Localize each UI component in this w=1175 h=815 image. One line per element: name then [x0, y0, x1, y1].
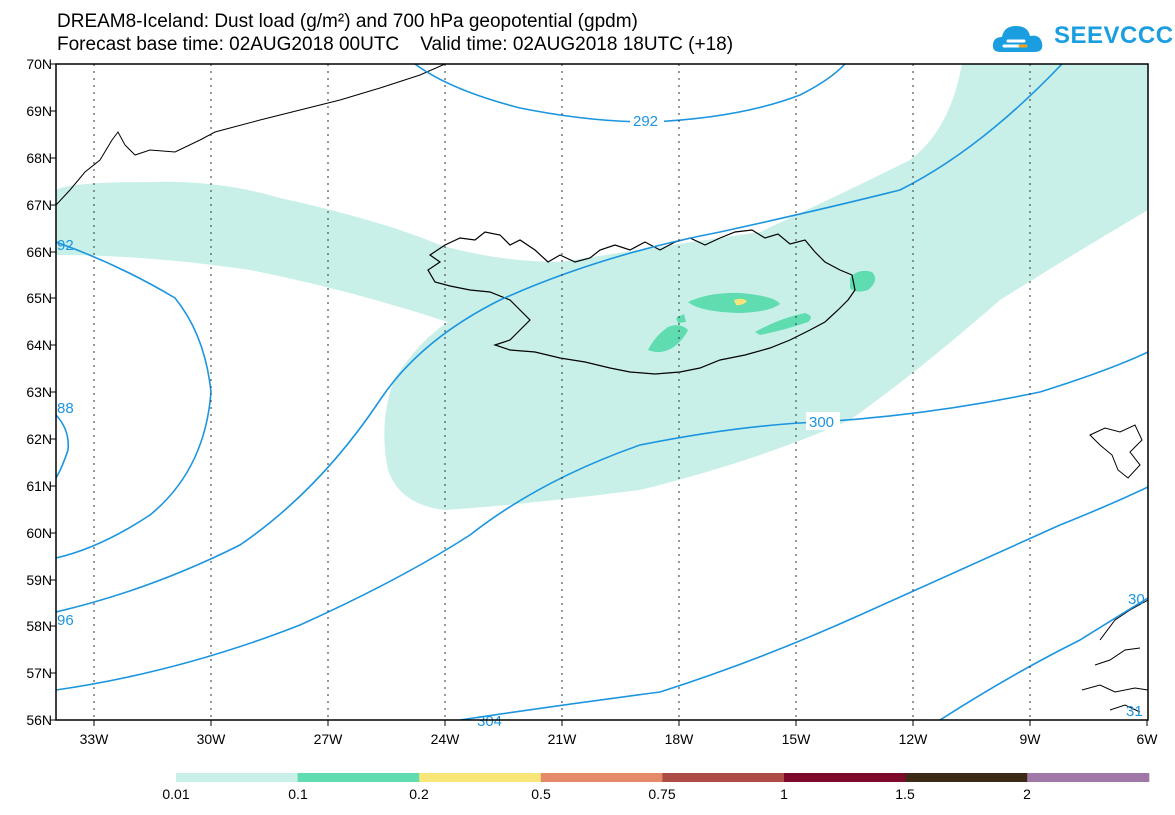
colorbar-label: 0.01 — [162, 786, 190, 802]
contour-label-300: 300 — [809, 414, 834, 431]
colorbar-swatch — [419, 773, 542, 782]
lat-label: 63N — [26, 384, 52, 400]
contour-label-30: 30 — [1128, 591, 1145, 608]
dust-region-mid — [648, 325, 688, 353]
colorbar-swatch — [297, 773, 420, 782]
lat-label: 70N — [26, 56, 52, 72]
dust-region-mid — [850, 270, 876, 292]
lon-label: 21W — [547, 731, 577, 747]
dust-region-mid — [688, 292, 780, 313]
lon-label: 15W — [781, 731, 811, 747]
colorbar-label: 0.5 — [531, 786, 551, 802]
lat-label: 67N — [26, 197, 52, 213]
lat-label: 69N — [26, 103, 52, 119]
lon-label: 33W — [79, 731, 109, 747]
lat-label: 58N — [26, 618, 52, 634]
contour-labels: 292 300 92 88 96 304 30 31 — [57, 111, 1145, 730]
title-line-2: Forecast base time: 02AUG2018 00UTC Vali… — [57, 34, 734, 55]
title-line-1: DREAM8-Iceland: Dust load (g/m²) and 700… — [57, 11, 638, 32]
colorbar-label: 2 — [1023, 786, 1031, 802]
contour-label-292: 292 — [633, 113, 658, 130]
cloud-icon — [992, 26, 1043, 52]
colorbar-swatch — [1027, 773, 1150, 782]
lon-label: 9W — [1019, 731, 1041, 747]
colorbar-swatch — [905, 773, 1028, 782]
dust-region-mid — [676, 314, 686, 323]
lat-label: 56N — [26, 712, 52, 728]
logo-text: SEEVCCC — [1054, 22, 1174, 49]
dust-region-mid — [755, 313, 811, 335]
colorbar-label: 0.2 — [409, 786, 429, 802]
lat-label: 59N — [26, 572, 52, 588]
tick-marks — [50, 63, 1148, 726]
lat-label: 68N — [26, 150, 52, 166]
dust-region-low — [56, 64, 1148, 510]
scotland-coastline — [1081, 599, 1148, 713]
colorbar — [176, 773, 1150, 782]
colorbar-label: 1 — [780, 786, 788, 802]
contour-label-88: 88 — [57, 400, 74, 417]
colorbar-swatch — [176, 773, 299, 782]
lon-label: 18W — [664, 731, 694, 747]
contour-label-92: 92 — [57, 237, 74, 254]
lat-label: 65N — [26, 290, 52, 306]
lon-label: 6W — [1136, 731, 1158, 747]
lat-label: 66N — [26, 244, 52, 260]
seevccc-logo — [990, 16, 1160, 60]
lat-label: 64N — [26, 337, 52, 353]
lon-label: 24W — [430, 731, 460, 747]
dust-region-high — [734, 298, 747, 306]
gridlines — [93, 64, 1031, 720]
lon-label: 27W — [313, 731, 343, 747]
lon-label: 12W — [898, 731, 928, 747]
contour-label-96: 96 — [57, 612, 74, 629]
colorbar-label: 0.75 — [648, 786, 676, 802]
lat-label: 57N — [26, 665, 52, 681]
colorbar-label: 1.5 — [895, 786, 915, 802]
contour-label-31: 31 — [1126, 703, 1143, 720]
colorbar-label: 0.1 — [288, 786, 308, 802]
lon-label: 30W — [196, 731, 226, 747]
colorbar-swatch — [662, 773, 785, 782]
contour-label-304: 304 — [477, 713, 502, 730]
colorbar-swatch — [784, 773, 907, 782]
lat-label: 60N — [26, 525, 52, 541]
colorbar-swatch — [540, 773, 663, 782]
faroe-coastline — [1089, 424, 1143, 479]
lat-label: 61N — [26, 478, 52, 494]
lat-label: 62N — [26, 431, 52, 447]
greenland-coastline — [56, 64, 446, 206]
